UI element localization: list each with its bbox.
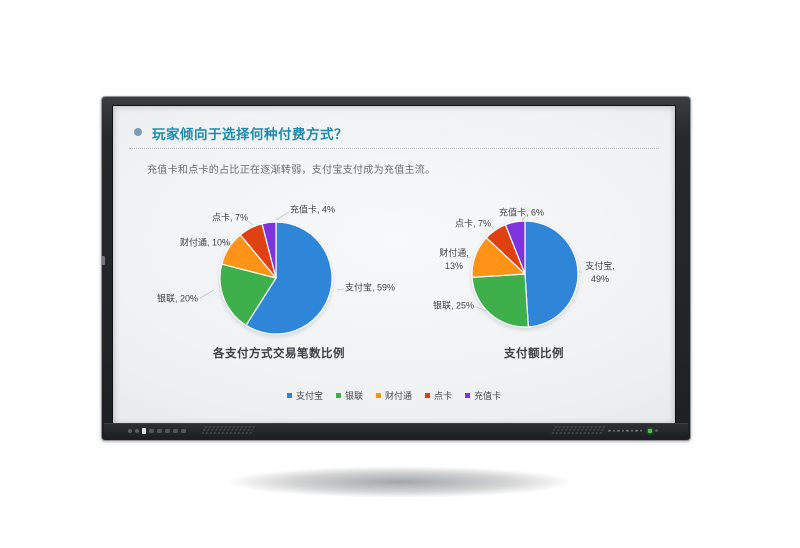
speaker-grille-left bbox=[200, 426, 258, 435]
leader-line bbox=[224, 242, 231, 246]
bezel-button[interactable] bbox=[181, 428, 186, 433]
slide-title: 玩家倾向于选择何种付费方式？ bbox=[152, 127, 348, 142]
bezel-dot-button[interactable] bbox=[617, 429, 620, 432]
title-bullet-icon bbox=[134, 128, 142, 136]
legend-swatch-icon bbox=[286, 393, 292, 398]
pie-label: 财付通, 13% bbox=[439, 247, 469, 271]
bezel-dot-button[interactable] bbox=[626, 429, 629, 432]
presentation-slide: 玩家倾向于选择何种付费方式？ 充值卡和点卡的占比正在逐渐转弱，支付宝支付成为充值… bbox=[113, 106, 675, 425]
bezel-side-button[interactable] bbox=[102, 256, 105, 265]
front-port bbox=[142, 427, 146, 434]
leader-line bbox=[489, 224, 495, 230]
monitor-frame: 玩家倾向于选择何种付费方式？ 充值卡和点卡的占比正在逐渐转弱，支付宝支付成为充值… bbox=[101, 96, 691, 441]
pie-chart bbox=[466, 214, 582, 328]
leader-line bbox=[247, 220, 254, 226]
legend-swatch-icon bbox=[335, 393, 341, 398]
legend-item: 支付宝 bbox=[286, 389, 323, 402]
power-led bbox=[648, 429, 652, 433]
legend-swatch-icon bbox=[465, 393, 471, 398]
pie-label: 银联, 25% bbox=[432, 300, 474, 311]
bezel-button[interactable] bbox=[173, 428, 178, 433]
chart-title: 各支付方式交易笔数比例 bbox=[213, 348, 345, 360]
pie-label: 财付通, 10% bbox=[179, 237, 230, 248]
bezel-dot-buttons bbox=[608, 429, 642, 432]
legend-label: 财付通 bbox=[384, 391, 412, 401]
control-button-cluster bbox=[128, 427, 186, 434]
legend-item: 财付通 bbox=[375, 389, 412, 402]
bottom-bezel bbox=[104, 423, 688, 437]
legend-label: 支付宝 bbox=[295, 391, 323, 401]
pie-label: 支付宝, 49% bbox=[585, 260, 615, 284]
pie-slice bbox=[261, 221, 277, 279]
legend-swatch-icon bbox=[425, 393, 430, 398]
speaker-grille-right bbox=[550, 426, 608, 435]
pie-chart bbox=[199, 211, 345, 335]
pie-slice bbox=[471, 273, 529, 328]
chart-payment-amount: 支付宝, 49% 银联, 25% 财付通, 13% 点卡, 7% 充值卡, 6% 支付额比例 bbox=[404, 197, 664, 372]
pie-label: 支付宝, 59% bbox=[345, 282, 396, 293]
status-dot bbox=[655, 429, 658, 432]
dotted-divider bbox=[129, 148, 659, 149]
pie-label: 充值卡, 6% bbox=[499, 207, 545, 218]
legend-label: 银联 bbox=[344, 391, 363, 401]
screen: 玩家倾向于选择何种付费方式？ 充值卡和点卡的占比正在逐渐转弱，支付宝支付成为充值… bbox=[113, 106, 675, 425]
leader-line bbox=[466, 256, 472, 259]
leader-line bbox=[521, 214, 527, 222]
bezel-dot-button[interactable] bbox=[630, 429, 633, 432]
bezel-dot-button[interactable] bbox=[608, 429, 611, 432]
leader-line bbox=[475, 306, 488, 312]
leader-line bbox=[336, 288, 345, 291]
pie-label: 充值卡, 4% bbox=[290, 204, 336, 215]
bezel-dot-button[interactable] bbox=[621, 429, 624, 432]
pie-label: 银联, 20% bbox=[156, 293, 198, 304]
pie-label: 点卡, 7% bbox=[211, 212, 248, 223]
leader-line bbox=[275, 211, 290, 221]
slide-subtitle: 充值卡和点卡的占比正在逐渐转弱，支付宝支付成为充值主流。 bbox=[147, 165, 436, 176]
bezel-dot-button[interactable] bbox=[635, 429, 638, 432]
chart-transaction-count: 支付宝, 59% 银联, 20% 财付通, 10% 点卡, 7% 充值卡, 4% 各支付… bbox=[144, 197, 414, 372]
bezel-button[interactable] bbox=[135, 428, 139, 433]
pie-area: 支付宝, 49% 银联, 25% 财付通, 13% 点卡, 7% 充值卡, 6% bbox=[404, 197, 664, 372]
legend-label: 充值卡 bbox=[474, 391, 502, 401]
legend-label: 点卡 bbox=[434, 391, 453, 401]
bezel-button[interactable] bbox=[128, 428, 132, 433]
bezel-button[interactable] bbox=[149, 428, 154, 433]
legend-item: 银联 bbox=[335, 389, 363, 402]
bezel-button[interactable] bbox=[157, 428, 162, 433]
legend-item: 点卡 bbox=[425, 389, 452, 402]
leader-line bbox=[199, 289, 215, 299]
chart-legend: 支付宝 银联 财付通 点卡 充值卡 bbox=[113, 389, 675, 402]
pie-slice bbox=[245, 221, 333, 335]
legend-item: 充值卡 bbox=[465, 389, 501, 402]
chart-title: 支付额比例 bbox=[504, 348, 564, 360]
pie-label: 点卡, 7% bbox=[454, 218, 491, 229]
pie-slice bbox=[504, 220, 526, 275]
bezel-dot-button[interactable] bbox=[639, 429, 642, 432]
pie-slice bbox=[524, 220, 579, 328]
bezel-dot-button[interactable] bbox=[612, 429, 615, 432]
bezel-button[interactable] bbox=[165, 428, 170, 433]
pie-area: 支付宝, 59% 银联, 20% 财付通, 10% 点卡, 7% 充值卡, 4% bbox=[144, 197, 414, 372]
floor-shadow bbox=[158, 456, 642, 508]
pie-slice bbox=[219, 263, 277, 326]
legend-swatch-icon bbox=[375, 393, 381, 398]
